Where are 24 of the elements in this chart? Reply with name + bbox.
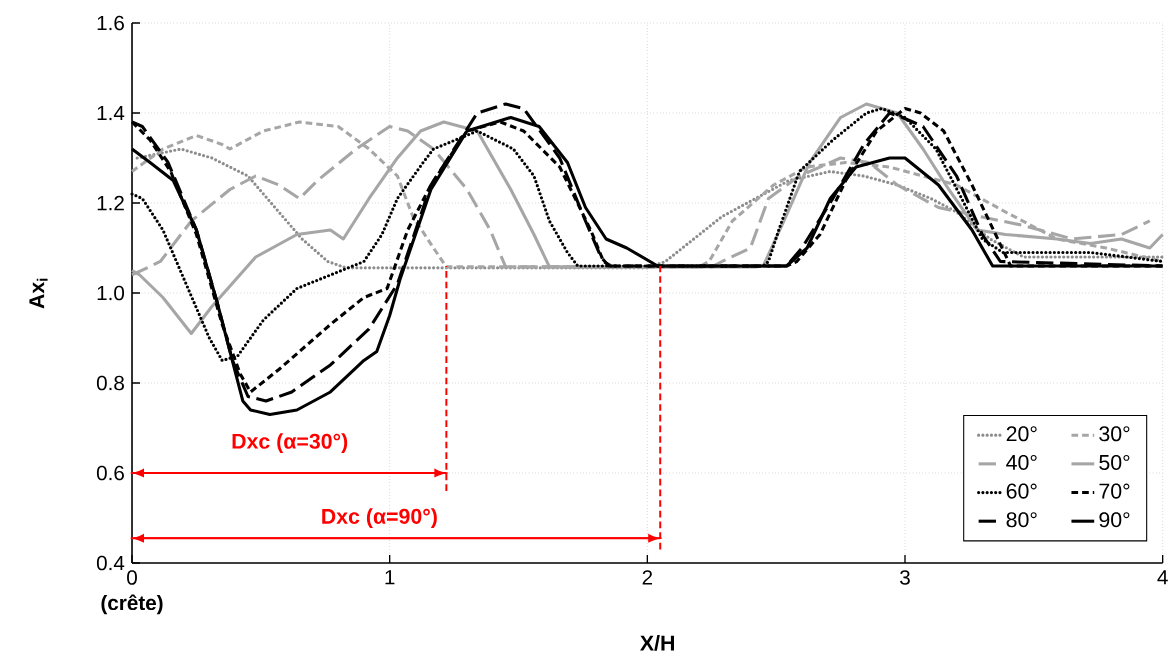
annotation: Dxc (α=30°): [232, 433, 348, 454]
legend-label: 60°: [1006, 483, 1037, 499]
y-tick-label: 1.6: [97, 15, 124, 31]
y-axis-title: Ax$_{i}$: [29, 278, 48, 309]
x-tick-label: 4: [1157, 570, 1168, 585]
x-axis-title: X/H: [640, 634, 674, 651]
x-tick-label: 0 (crête): [101, 570, 163, 615]
x-tick-label: 3: [900, 570, 910, 585]
y-tick-label: 1.2: [97, 195, 124, 211]
legend-label: 40°: [1006, 454, 1037, 470]
y-tick-label: 0.6: [96, 465, 124, 481]
legend-label: 50°: [1099, 454, 1130, 470]
y-tick-label: 0.4: [96, 555, 125, 571]
legend-label: 80°: [1006, 512, 1037, 528]
annotation: Dxc (α=90°): [322, 508, 437, 529]
y-tick-label: 0.8: [96, 375, 124, 391]
x-tick-label: 2: [642, 570, 653, 585]
legend-label: 70°: [1099, 483, 1130, 499]
legend-label: 90°: [1099, 512, 1130, 528]
y-tick-label: 1.4: [97, 105, 125, 121]
legend-label: 20°: [1006, 426, 1037, 442]
legend-label: 30°: [1099, 426, 1130, 442]
x-tick-label: 1: [385, 570, 395, 585]
y-tick-label: 1.0: [97, 285, 125, 301]
